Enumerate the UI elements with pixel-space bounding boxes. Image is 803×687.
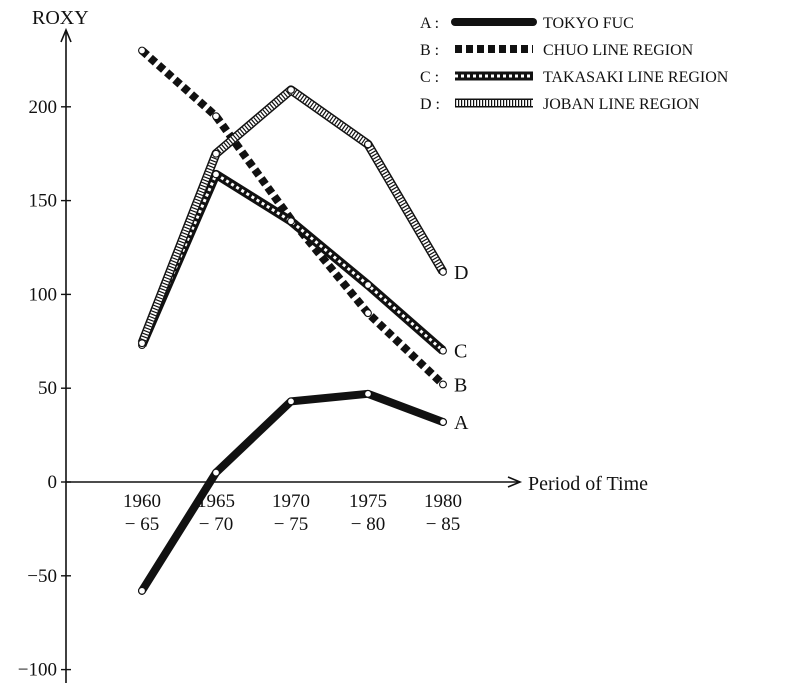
data-point-b <box>364 309 372 318</box>
data-point-b <box>439 380 447 389</box>
x-category-bottom: − 80 <box>351 514 385 535</box>
data-point-b <box>138 46 146 55</box>
x-category-bottom: − 85 <box>426 514 460 535</box>
y-tick-label: 150 <box>29 191 58 212</box>
x-category-bottom: − 70 <box>199 514 233 535</box>
y-tick-label: 100 <box>29 284 58 305</box>
legend-key-a: A : <box>420 15 439 32</box>
data-point-c <box>364 281 372 289</box>
legend-label-c: TAKASAKI LINE REGION <box>543 69 729 86</box>
legend-label-b: CHUO LINE REGION <box>543 42 694 59</box>
legend-key-b: B : <box>420 42 439 59</box>
data-point-a <box>138 586 146 595</box>
x-category-top: 1965 <box>197 491 235 512</box>
data-point-d <box>287 85 295 94</box>
axes <box>60 27 523 683</box>
y-axis-title: ROXY <box>32 7 89 29</box>
data-point-d <box>364 140 372 149</box>
series-line-inner-hatch <box>139 86 446 345</box>
x-category-top: 1975 <box>349 491 387 512</box>
legend-label-d: JOBAN LINE REGION <box>543 96 700 113</box>
y-tick-label: −50 <box>27 566 57 587</box>
y-tick-label: 0 <box>48 472 58 493</box>
x-axis-arrow <box>507 476 523 488</box>
x-category-top: 1960 <box>123 491 161 512</box>
series-end-label-d: D <box>454 262 468 284</box>
series-end-label-b: B <box>454 374 467 396</box>
y-tick-label: 200 <box>29 97 58 118</box>
legend: A : TOKYO FUC B : CHUO LINE REGION C : TAKASA… <box>420 15 729 113</box>
y-tick-label: 50 <box>38 378 57 399</box>
x-category-top: 1980 <box>424 491 462 512</box>
x-axis-title: Period of Time <box>528 473 648 495</box>
y-axis-arrow <box>60 27 72 43</box>
data-point-d <box>212 149 220 158</box>
legend-key-d: D : <box>420 96 440 113</box>
labels: ROXY Period of Time −100 −50 0 50 100 150 200 196… <box>18 7 648 681</box>
x-category-bottom: − 75 <box>274 514 308 535</box>
series-end-label-c: C <box>454 341 467 363</box>
data-point-c <box>287 217 295 226</box>
data-point-a <box>439 418 447 426</box>
data-point-b <box>212 112 220 121</box>
legend-label-a: TOKYO FUC <box>543 15 634 32</box>
data-point-a <box>212 468 220 477</box>
data-point-d <box>138 339 146 348</box>
series-lines <box>137 46 447 595</box>
data-point-a <box>364 389 372 398</box>
x-category-top: 1970 <box>272 491 310 512</box>
legend-key-c: C : <box>420 69 439 86</box>
data-point-a <box>287 397 295 406</box>
y-tick-label: −100 <box>18 660 57 681</box>
data-point-c <box>439 346 447 355</box>
series-end-label-a: A <box>454 412 469 434</box>
x-category-bottom: − 65 <box>125 514 159 535</box>
data-point-d <box>439 267 447 276</box>
